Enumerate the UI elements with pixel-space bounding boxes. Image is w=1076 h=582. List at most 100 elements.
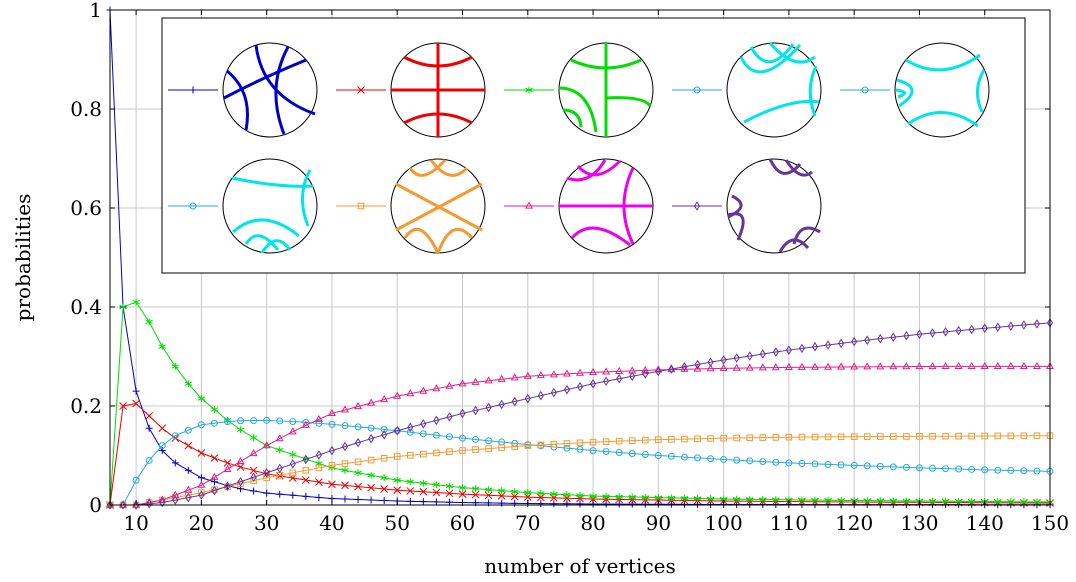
- data-point: [720, 455, 728, 463]
- legend-sample-2: [504, 86, 554, 94]
- data-point: [301, 420, 310, 428]
- data-point: [445, 433, 453, 441]
- y-tick-label: 0.8: [70, 97, 102, 121]
- data-point: [1032, 361, 1041, 369]
- data-point: [132, 387, 140, 395]
- data-point: [354, 423, 362, 431]
- data-point: [811, 341, 819, 352]
- data-point: [824, 362, 833, 370]
- data-point: [132, 399, 140, 408]
- data-point: [876, 433, 884, 440]
- data-point: [615, 493, 623, 501]
- data-point: [602, 492, 610, 500]
- data-point: [132, 476, 140, 484]
- data-point: [184, 441, 193, 450]
- data-point: [381, 429, 388, 440]
- data-point: [210, 454, 219, 462]
- data-point: [681, 362, 688, 372]
- data-point: [563, 440, 571, 447]
- data-point: [355, 437, 362, 448]
- data-point: [720, 355, 727, 365]
- data-point: [315, 493, 323, 501]
- data-point: [432, 384, 441, 392]
- data-point: [484, 491, 493, 500]
- data-point: [328, 480, 336, 489]
- legend-disc-2: [390, 42, 486, 138]
- data-point: [876, 497, 885, 505]
- x-axis-title: number of vertices: [484, 554, 676, 578]
- data-point: [981, 323, 988, 334]
- data-point: [511, 443, 519, 450]
- data-point: [459, 447, 466, 454]
- x-tick-label: 100: [705, 511, 743, 535]
- data-point: [511, 396, 518, 407]
- data-point: [641, 436, 649, 444]
- data-point: [250, 417, 258, 425]
- data-point: [707, 455, 715, 463]
- data-point: [132, 298, 140, 306]
- data-point: [955, 465, 963, 473]
- data-point: [497, 487, 506, 495]
- data-point: [629, 371, 636, 382]
- data-point: [942, 327, 949, 337]
- data-point: [445, 482, 454, 490]
- data-point: [1007, 321, 1014, 331]
- data-point: [276, 490, 284, 498]
- data-point: [357, 86, 365, 94]
- data-point: [994, 466, 1002, 474]
- data-point: [615, 500, 623, 508]
- data-point: [145, 412, 154, 420]
- data-point: [189, 86, 197, 94]
- data-point: [537, 500, 545, 508]
- data-point: [510, 492, 519, 501]
- data-point: [354, 496, 362, 504]
- data-point: [458, 490, 467, 498]
- data-point: [341, 481, 349, 490]
- data-point: [498, 399, 505, 410]
- data-point: [237, 417, 245, 425]
- data-point: [745, 495, 754, 503]
- data-point: [916, 329, 923, 340]
- data-point: [197, 421, 205, 429]
- data-point: [523, 493, 532, 501]
- data-point: [719, 363, 728, 371]
- data-point: [341, 460, 349, 467]
- data-point: [576, 491, 584, 499]
- data-point: [589, 438, 597, 446]
- data-point: [942, 465, 950, 473]
- data-point: [745, 363, 754, 371]
- data-point: [354, 458, 362, 466]
- series-line: [110, 419, 1051, 506]
- data-point: [797, 362, 806, 370]
- data-point: [759, 496, 767, 504]
- data-point: [994, 432, 1002, 440]
- data-point: [628, 493, 636, 501]
- data-point: [772, 434, 780, 441]
- x-tick-label: 140: [966, 511, 1004, 535]
- data-point: [928, 497, 937, 505]
- data-point: [302, 492, 310, 500]
- data-point: [589, 447, 597, 455]
- legend-disc-6: [222, 158, 318, 254]
- data-point: [968, 324, 975, 335]
- data-point: [419, 498, 427, 506]
- y-tick-label: 0.2: [70, 394, 102, 418]
- data-point: [276, 463, 283, 474]
- data-point: [406, 478, 415, 486]
- data-point: [876, 362, 885, 370]
- data-point: [1033, 432, 1041, 440]
- data-point: [275, 446, 284, 454]
- data-point: [903, 433, 910, 440]
- data-point: [628, 450, 636, 457]
- legend-sample-6: [336, 202, 386, 210]
- data-point: [641, 365, 650, 373]
- data-point: [119, 402, 127, 410]
- data-point: [654, 452, 662, 459]
- data-point: [537, 390, 544, 401]
- x-tick-label: 90: [646, 511, 671, 535]
- data-point: [171, 459, 179, 467]
- data-point: [471, 490, 480, 499]
- data-point: [380, 395, 389, 403]
- data-point: [981, 432, 989, 440]
